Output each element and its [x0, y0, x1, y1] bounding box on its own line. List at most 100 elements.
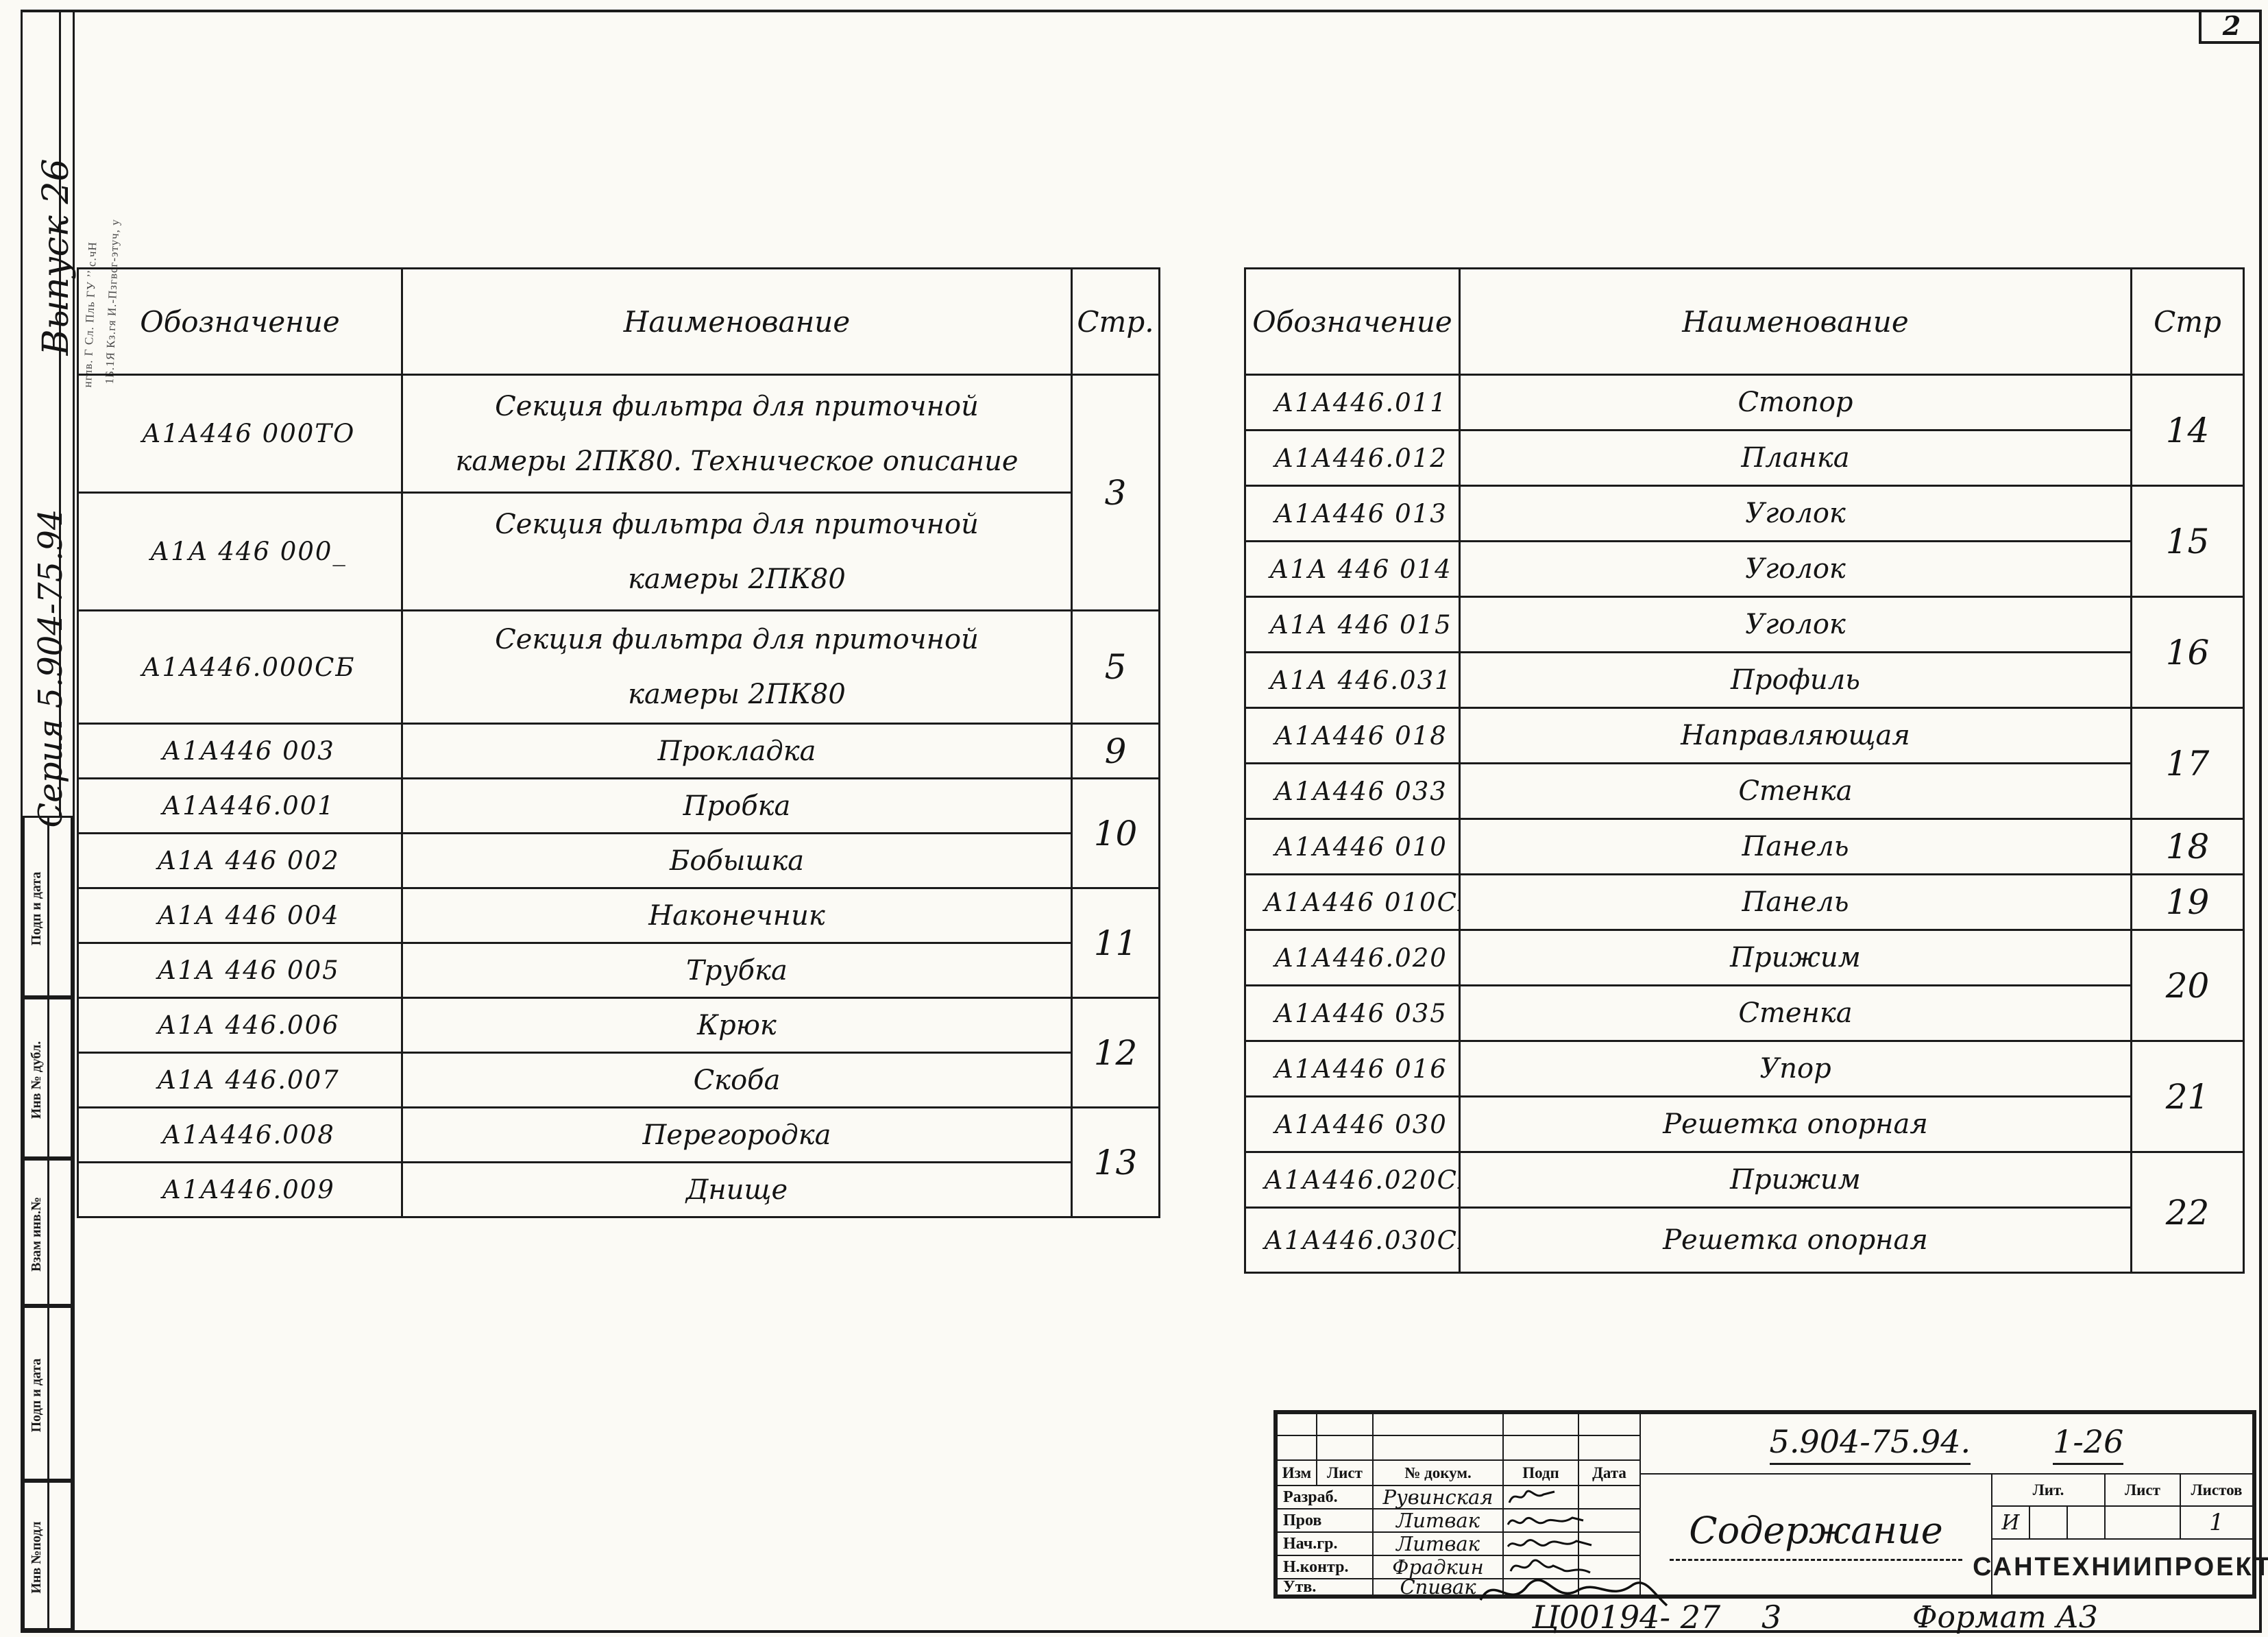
- document-title: Содержание: [1670, 1509, 1962, 1561]
- column-header-list2: Лист: [2104, 1473, 2181, 1507]
- designation-cell: А1А446 010: [1244, 818, 1461, 875]
- column-header-name: Наименование: [401, 267, 1073, 376]
- designation-cell: А1А446.000СБ: [77, 609, 403, 725]
- lit-value-cell: И: [1991, 1505, 2030, 1540]
- page-cell: 22: [2130, 1151, 2245, 1274]
- frame-left-inner-line-a: [59, 12, 61, 816]
- footer-code-text: Ц00194- 27: [1532, 1599, 1721, 1637]
- designation-cell: А1А446 000ТО: [77, 374, 403, 494]
- designation-cell: А1А446 030: [1244, 1095, 1461, 1153]
- date-cell: [1578, 1485, 1641, 1509]
- name-line: камеры 2ПК80. Техническое описание: [455, 445, 1019, 477]
- name-line: Секция фильтра для приточной: [495, 390, 979, 422]
- table-row: А1А446.020 Прижим 20: [1244, 929, 2245, 1042]
- sheets-total-cell: 1: [2180, 1505, 2254, 1540]
- sheet-range: 1-26: [2053, 1423, 2124, 1465]
- role-name-razrab: Рувинская: [1372, 1485, 1504, 1509]
- footer-sheet-number: 3: [1761, 1599, 1782, 1637]
- margin-box-podp-i-data-2: Подп и дата: [23, 1306, 73, 1481]
- page-cell: 20: [2130, 929, 2245, 1042]
- table-row: А1А446 030 Решетка опорная: [1244, 1095, 2244, 1153]
- designation-cell: А1А446 010СБ: [1244, 873, 1461, 931]
- page-cell: 14: [2130, 374, 2245, 487]
- designation-cell: А1А446 035: [1244, 984, 1461, 1042]
- name-cell: Трубка: [401, 942, 1073, 999]
- margin-box-divider: [47, 818, 49, 995]
- role-label-utv: Утв.: [1276, 1578, 1374, 1596]
- column-header-designation: Обозначение: [77, 267, 403, 376]
- page-number-text: 2: [2222, 10, 2241, 41]
- designation-cell: А1А 446 002: [77, 832, 403, 889]
- designation-cell: А1А 446 005: [77, 942, 403, 999]
- name-cell: Наконечник: [401, 887, 1073, 944]
- column-header-podp: Подп: [1502, 1459, 1579, 1486]
- name-cell: Решетка опорная: [1459, 1095, 2132, 1153]
- revision-cell: [1276, 1413, 1317, 1436]
- margin-box-divider: [47, 1161, 49, 1304]
- signature-nachgr: [1507, 1539, 1592, 1547]
- margin-issue-label: Выпуск 26: [36, 158, 77, 356]
- footer-inventory-code: Ц00194- 27: [1532, 1599, 1721, 1637]
- margin-box-vzam-inv: Взам инв.№: [23, 1159, 73, 1306]
- left-contents-table: Обозначение Наименование Стр. А1А446 000…: [77, 267, 1160, 1218]
- role-label-nachgr: Нач.гр.: [1276, 1531, 1374, 1556]
- margin-box-divider: [47, 1308, 49, 1479]
- name-cell: Стенка: [1459, 762, 2132, 820]
- designation-cell: А1А 446 004: [77, 887, 403, 944]
- page-cell: 19: [2130, 873, 2245, 931]
- table-row: А1А446 003 Прокладка 9: [77, 723, 1160, 779]
- name-cell: Упор: [1459, 1040, 2132, 1098]
- name-cell: Направляющая: [1459, 707, 2132, 764]
- doc-number-band: 5.904-75.94. 1-26: [1639, 1413, 2254, 1475]
- designation-cell: А1А 446.031: [1244, 651, 1461, 709]
- name-cell: Стенка: [1459, 984, 2132, 1042]
- frame-bottom-line: [21, 1630, 2262, 1633]
- table-row: А1А446.012 Планка: [1244, 429, 2244, 487]
- name-cell: Стопор: [1459, 374, 2132, 431]
- table-row: А1А446 033 Стенка: [1244, 762, 2244, 820]
- lit-value-cell: [2066, 1505, 2106, 1540]
- organization-cell: САНТЕХНИИПРОЕКТ: [1973, 1538, 2268, 1596]
- name-cell: Планка: [1459, 429, 2132, 487]
- designation-cell: А1А446 018: [1244, 707, 1461, 764]
- page-cell: 17: [2130, 707, 2245, 820]
- name-cell: Уголок: [1459, 485, 2132, 542]
- table-row: А1А446.020СБ Прижим 22: [1244, 1151, 2245, 1274]
- signature-prov: [1507, 1516, 1584, 1525]
- table-row: А1А 446.007 Скоба: [77, 1052, 1160, 1108]
- table-header-row: Обозначение Наименование Стр: [1244, 267, 2245, 376]
- margin-box-label: Взам инв.№: [29, 1197, 44, 1272]
- page-cell: 13: [1071, 1106, 1160, 1218]
- revision-cell: [1316, 1413, 1374, 1436]
- name-cell: Прокладка: [401, 723, 1073, 779]
- designation-cell: А1А446 013: [1244, 485, 1461, 542]
- page-cell: 21: [2130, 1040, 2245, 1153]
- footer-sheet-text: 3: [1761, 1599, 1782, 1637]
- designation-cell: А1А446 033: [1244, 762, 1461, 820]
- column-header-page: Стр.: [1071, 267, 1160, 376]
- column-header-list: Лист: [1316, 1459, 1374, 1486]
- margin-box-label: Инв № дубл.: [29, 1041, 44, 1119]
- table-row: А1А446 035 Стенка: [1244, 984, 2244, 1042]
- designation-cell: А1А 446 014: [1244, 540, 1461, 598]
- margin-box-label: Инв №подл: [29, 1521, 44, 1594]
- table-row: А1А 446 005 Трубка: [77, 942, 1160, 999]
- name-cell: Решетка опорная: [1459, 1206, 2132, 1274]
- page-cell: 16: [2130, 596, 2245, 709]
- name-cell: Панель: [1459, 818, 2132, 875]
- name-line: Секция фильтра для приточной: [495, 624, 979, 655]
- revision-cell: [1578, 1435, 1641, 1461]
- page-cell: 15: [2130, 485, 2245, 598]
- name-cell: Прижим: [1459, 1151, 2132, 1209]
- margin-series-label: Серия 5.904-75.94: [32, 509, 70, 828]
- name-cell: Перегородка: [401, 1106, 1073, 1163]
- designation-cell: А1А 446.006: [77, 997, 403, 1054]
- designation-cell: А1А446.030СБ: [1244, 1206, 1461, 1274]
- revision-cell: [1276, 1435, 1317, 1461]
- table-row: А1А446 010 Панель 18: [1244, 818, 2245, 875]
- doc-number: 5.904-75.94.: [1769, 1423, 1971, 1465]
- page-cell: 9: [1071, 723, 1160, 779]
- table-row: А1А446.001 Пробка 10: [77, 777, 1160, 889]
- designation-cell: А1А446.009: [77, 1161, 403, 1218]
- designation-cell: А1А446.011: [1244, 374, 1461, 431]
